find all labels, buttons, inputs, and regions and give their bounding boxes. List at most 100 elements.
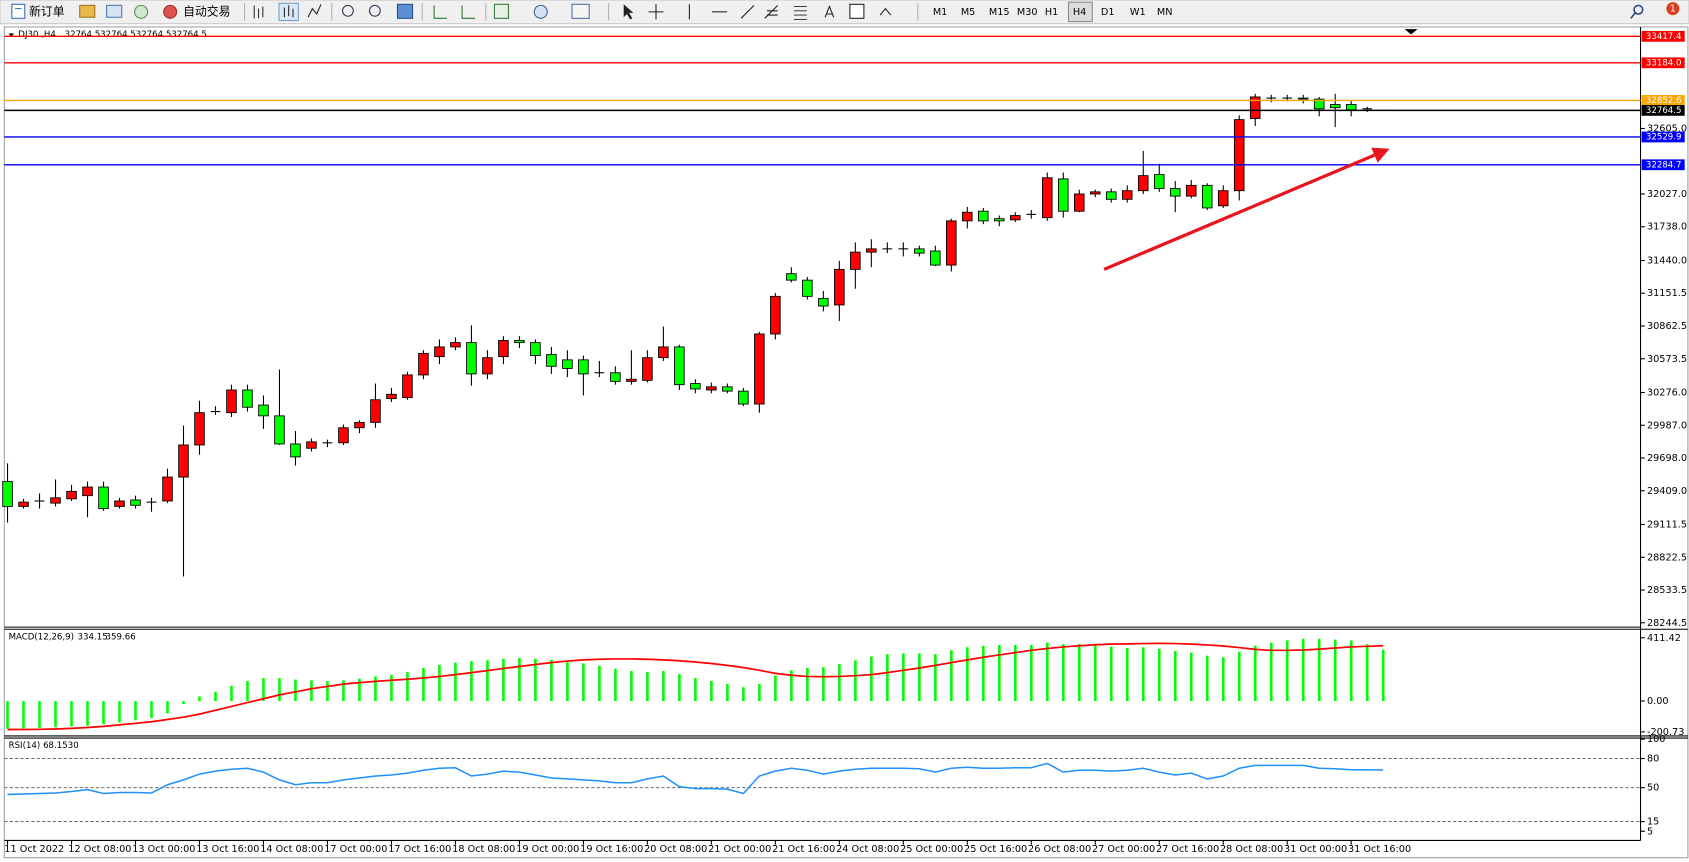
candle-body	[578, 359, 589, 375]
y-tick-label: 30573.5	[1647, 354, 1687, 365]
candle-body	[946, 220, 957, 266]
x-tick-label: 27 Oct 00:00	[1092, 844, 1155, 855]
candle-body	[194, 412, 205, 446]
y-tick-label: 15	[1647, 817, 1659, 828]
candle-body	[562, 359, 573, 369]
price-level-label: 32764.5	[1646, 106, 1682, 116]
macd-bar	[86, 701, 89, 726]
candle-body	[1201, 184, 1213, 209]
candle-body	[1249, 96, 1261, 119]
timeframe-button[interactable]: H1	[1045, 7, 1058, 18]
candle-body	[1057, 178, 1069, 212]
timeframe-button[interactable]: M15	[989, 7, 1010, 18]
shift-marker[interactable]	[1404, 29, 1418, 35]
fibo-icon[interactable]	[793, 6, 807, 20]
candle-body	[482, 357, 493, 375]
indicators-icon[interactable]	[493, 3, 509, 19]
macd-bar	[326, 681, 329, 702]
timeframe-button[interactable]: M1	[933, 7, 948, 18]
arrows-icon[interactable]	[879, 7, 892, 16]
candle-body	[130, 499, 141, 506]
macd-bar	[1141, 647, 1145, 702]
candle-body	[1313, 98, 1325, 110]
candle-body	[466, 342, 477, 375]
timeframe-button[interactable]: MN	[1157, 7, 1173, 18]
tile-icon[interactable]	[396, 3, 414, 19]
macd-bar	[1125, 648, 1129, 702]
zoom-in-icon[interactable]	[342, 4, 354, 17]
macd-bar	[902, 653, 905, 702]
timeframe-button[interactable]: M5	[961, 7, 976, 18]
macd-bar	[390, 674, 393, 702]
candle-body	[50, 497, 61, 504]
macd-bar	[790, 670, 793, 702]
zoom-out-icon[interactable]	[368, 4, 381, 17]
autoscroll-icon[interactable]	[433, 5, 448, 19]
macd-bar	[6, 701, 9, 729]
y-tick-label: -200.73	[1647, 727, 1684, 738]
trendline-icon[interactable]	[740, 5, 755, 19]
candle-body	[338, 427, 349, 444]
timeframe-button[interactable]: W1	[1130, 7, 1146, 18]
templates-icon[interactable]	[571, 3, 590, 19]
icon[interactable]	[79, 4, 96, 18]
line-chart-icon[interactable]	[307, 4, 322, 18]
text-icon[interactable]	[824, 5, 835, 18]
macd-bar	[646, 671, 649, 702]
candle-body	[258, 404, 269, 417]
macd-bar	[374, 676, 377, 702]
macd-bar	[1365, 644, 1369, 702]
label-icon[interactable]	[849, 3, 865, 19]
macd-bar	[758, 684, 761, 702]
candle-body	[802, 279, 813, 297]
indicator-value: 68.1530	[43, 741, 79, 751]
bar-chart-icon[interactable]	[253, 5, 264, 19]
timeframe-button[interactable]: M30	[1017, 7, 1038, 18]
macd-bar	[406, 671, 409, 702]
macd-bar	[566, 661, 569, 702]
macd-bar	[614, 668, 617, 702]
shift-icon[interactable]	[461, 5, 476, 19]
macd-bar	[982, 645, 985, 702]
channel-icon[interactable]	[764, 5, 779, 19]
auto-trading-button[interactable]: 自动交易	[163, 4, 231, 19]
macd-bar	[630, 671, 633, 702]
x-tick-label: 11 Oct 2022	[4, 844, 64, 855]
timeframe-button[interactable]: D1	[1101, 7, 1115, 18]
symbol-menu-icon[interactable]	[8, 33, 15, 37]
y-tick-label: 32605.0	[1647, 123, 1687, 134]
macd-bar	[486, 660, 489, 702]
candle-body	[1153, 174, 1165, 189]
icon[interactable]	[106, 4, 123, 18]
candle-body	[370, 399, 381, 423]
y-tick-label: 0.00	[1647, 696, 1669, 707]
crosshair-icon[interactable]	[648, 4, 664, 20]
macd-bar	[1205, 655, 1209, 702]
periods-icon[interactable]	[533, 4, 548, 19]
notification-badge[interactable]	[1666, 2, 1680, 16]
candle-body	[1345, 104, 1357, 111]
y-tick-label: 29987.0	[1647, 420, 1687, 431]
new-order-button[interactable]: 新订单	[11, 3, 65, 19]
x-tick-label: 21 Oct 00:00	[708, 844, 771, 855]
timeframe-button[interactable]: H4	[1073, 7, 1086, 18]
ohlc-value: 32764.5	[171, 30, 207, 40]
candle-body	[1233, 119, 1245, 192]
macd-bar	[662, 671, 665, 702]
cursor-icon[interactable]	[623, 4, 634, 20]
candle-body	[738, 390, 749, 405]
macd-bar	[134, 701, 137, 721]
y-tick-label: 28822.5	[1647, 552, 1687, 563]
search-icon[interactable]	[1633, 4, 1644, 15]
y-tick-label: 29409.0	[1647, 486, 1687, 497]
symbol-title: DJ30.,H4	[18, 30, 56, 40]
auto-trading-label: 自动交易	[183, 4, 230, 18]
icon[interactable]	[134, 4, 149, 19]
price-level-label: 32852.6	[1646, 96, 1682, 106]
macd-bar	[1269, 642, 1273, 702]
macd-bar	[742, 687, 745, 702]
candle-body	[498, 340, 509, 358]
macd-bar	[886, 654, 889, 702]
macd-bar	[1109, 646, 1113, 702]
